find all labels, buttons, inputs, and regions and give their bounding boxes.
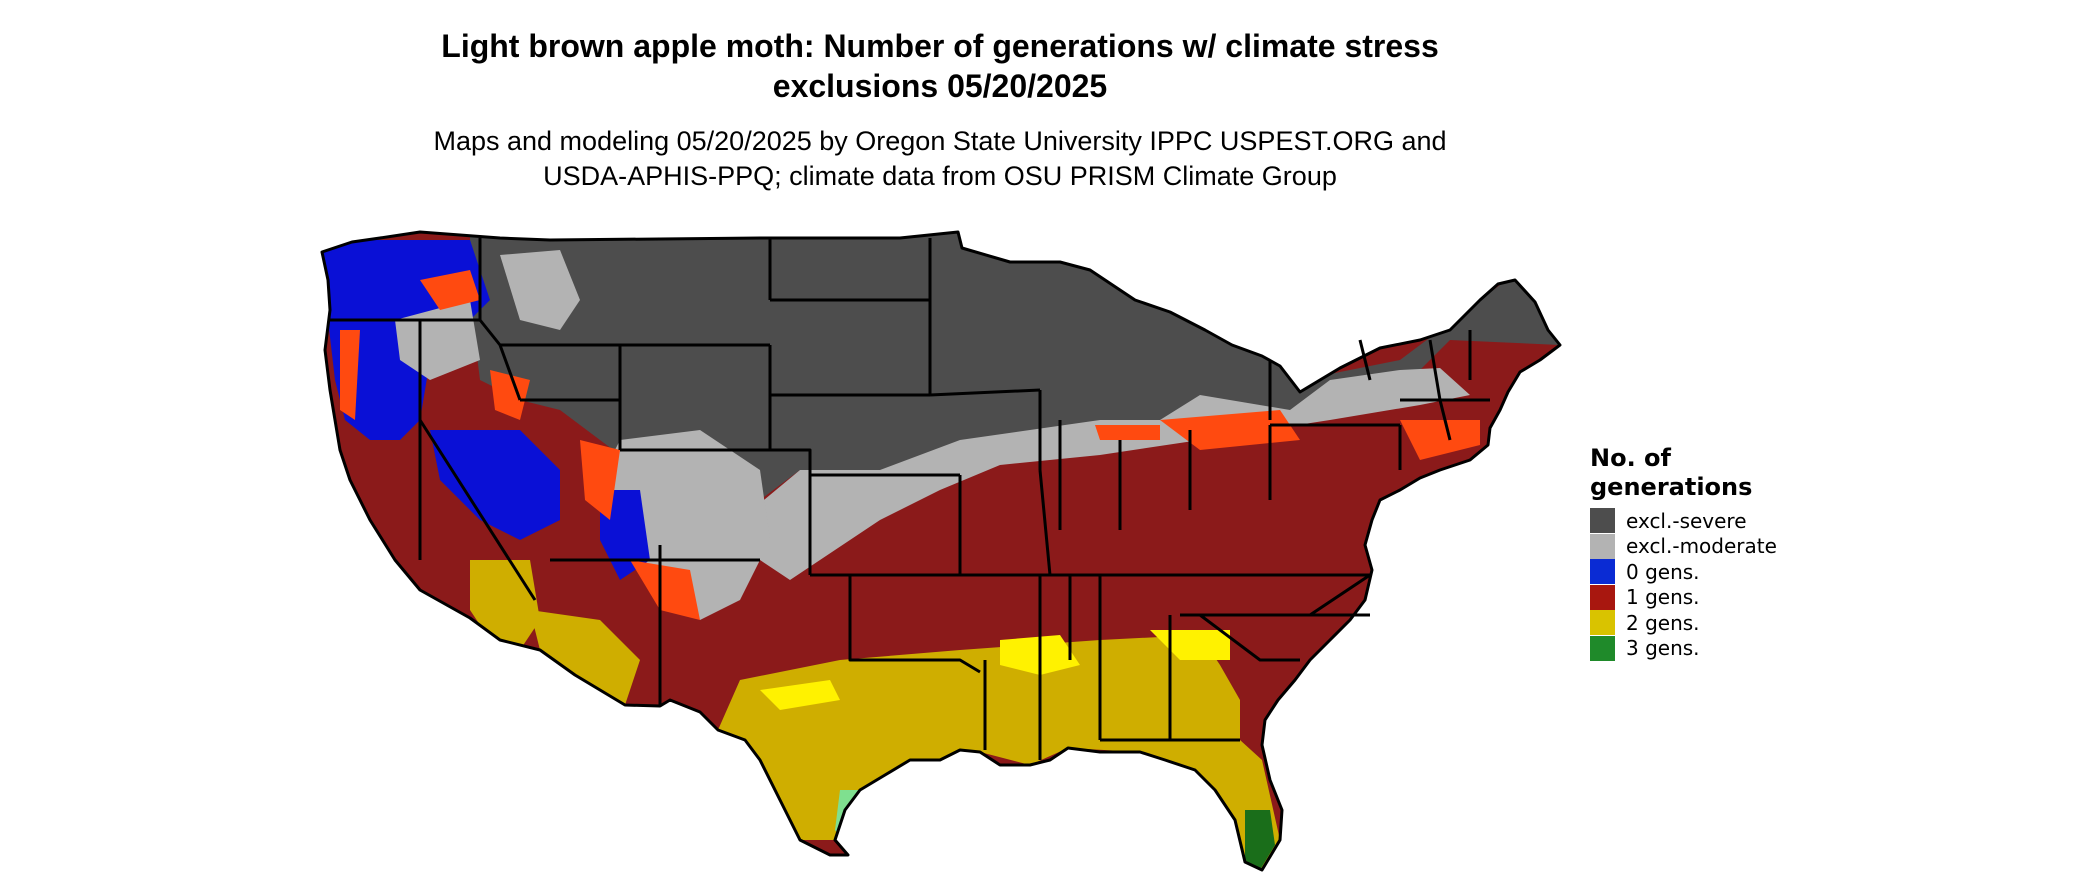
chart-title-line-2: exclusions 05/20/2025 [772,68,1108,104]
map-legend: No. of generations excl.-severe excl.-mod… [1590,444,1890,661]
climate-zones [322,232,1560,870]
state-borders [320,230,1562,872]
legend-swatch [1590,533,1615,559]
legend-label: 3 gens. [1626,636,1700,661]
legend-swatch [1590,610,1615,636]
chart-subtitle-line-1: Maps and modeling 05/20/2025 by Oregon S… [433,126,1447,156]
zone-excl-severe [470,232,1560,500]
legend-label: excl.-moderate [1626,534,1777,559]
legend-label: 1 gens. [1626,585,1700,610]
legend-swatch [1590,508,1615,534]
legend-item: 0 gens. [1590,559,1890,585]
legend-title-line-1: No. of [1590,444,1671,472]
chart-title: Light brown apple moth: Number of genera… [0,26,1880,106]
legend-label: 2 gens. [1626,610,1700,635]
legend-item: 3 gens. [1590,635,1890,662]
zone-excl-moderate [740,368,1470,580]
legend-label: 0 gens. [1626,559,1700,584]
legend-items: excl.-severe excl.-moderate 0 gens. 1 gens.… [1590,508,1890,661]
chart-subtitle: Maps and modeling 05/20/2025 by Oregon S… [0,124,1880,194]
legend-title-line-2: generations [1590,473,1753,501]
legend-item: excl.-moderate [1590,533,1890,560]
legend-swatch [1590,559,1615,585]
legend-item: 1 gens. [1590,584,1890,611]
legend-swatch [1590,635,1615,661]
legend-title: No. of generations [1590,444,1890,502]
legend-item: excl.-severe [1590,508,1890,534]
legend-item: 2 gens. [1590,610,1890,636]
legend-label: excl.-severe [1626,508,1747,533]
legend-swatch [1590,584,1615,610]
chart-subtitle-line-2: USDA-APHIS-PPQ; climate data from OSU PR… [543,161,1337,191]
chart-title-line-1: Light brown apple moth: Number of genera… [441,28,1439,64]
us-generation-map [320,230,1562,872]
